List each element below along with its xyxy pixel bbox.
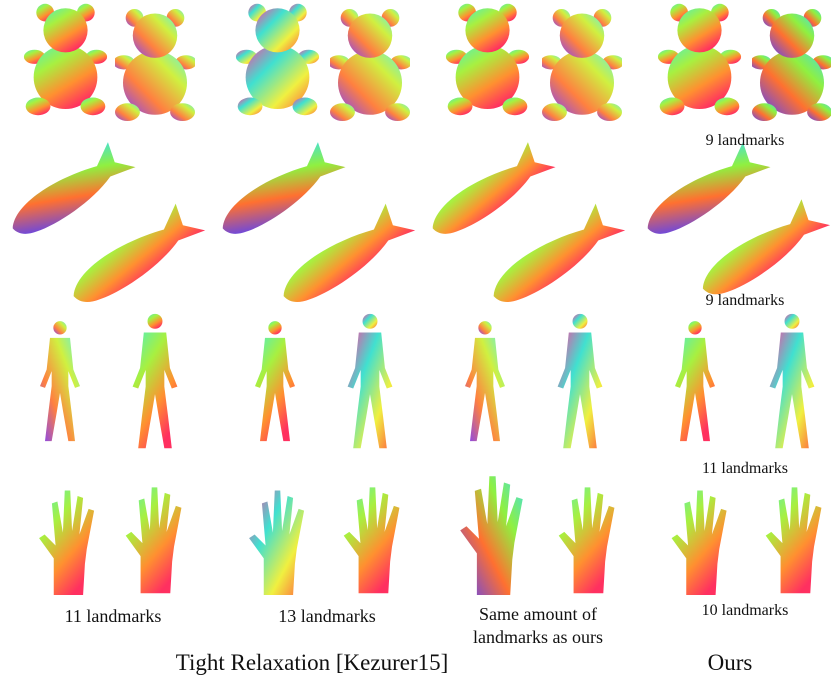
shape [675, 321, 715, 442]
row-hand [39, 476, 822, 595]
shape [115, 9, 195, 121]
shape [445, 3, 530, 116]
row-caption: 10 landmarks [702, 602, 789, 619]
shape [632, 136, 777, 242]
shape [347, 313, 393, 449]
group-label: Tight Relaxation [Kezurer15] [176, 650, 449, 675]
shape [125, 487, 182, 594]
row-caption: 9 landmarks [706, 132, 785, 149]
column-caption: Same amount of [479, 604, 597, 624]
row-caption: 9 landmarks [706, 292, 785, 309]
shape [255, 321, 295, 442]
shape [23, 3, 108, 116]
shape [765, 487, 822, 594]
shape [671, 490, 727, 595]
shape [769, 313, 815, 449]
shape [132, 313, 178, 449]
shape [542, 9, 622, 121]
group-label: Ours [708, 650, 753, 675]
shape [57, 197, 212, 311]
shape [343, 487, 400, 594]
shape [267, 197, 422, 311]
shape [330, 9, 410, 121]
shape [558, 487, 615, 594]
shape [460, 476, 523, 595]
shape [0, 136, 142, 242]
row-caption: 11 landmarks [702, 460, 788, 477]
shape [249, 490, 305, 595]
shape [207, 136, 352, 242]
shape [557, 313, 603, 449]
row-human [40, 313, 815, 449]
column-caption: 11 landmarks [65, 606, 162, 626]
shape [40, 321, 80, 442]
row-fish [0, 136, 831, 311]
row-teddy [23, 3, 831, 121]
shape [465, 321, 505, 442]
shape [417, 136, 562, 242]
shape [657, 3, 742, 116]
shape [39, 490, 95, 595]
shape [477, 197, 632, 311]
shape [752, 9, 831, 121]
column-caption: 13 landmarks [278, 606, 375, 626]
column-caption: landmarks as ours [473, 627, 603, 647]
shape [235, 3, 320, 116]
